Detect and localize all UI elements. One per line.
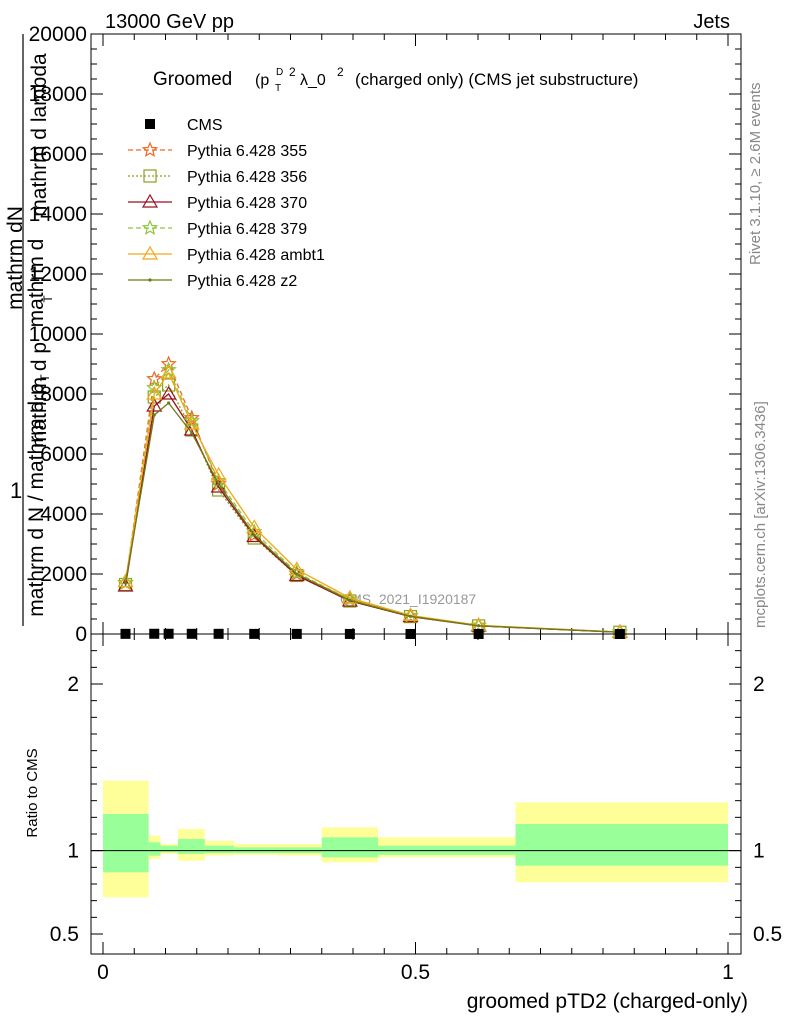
legend: CMS Pythia 6.428 355 Pythia 6.428 356 Pythi…: [128, 117, 325, 290]
main-y-tick-label: 20000: [29, 23, 87, 46]
ratio-y-tick-label: 0.5: [50, 923, 79, 946]
series-marker-dot: [348, 598, 352, 603]
main-y-tick-label: 18000: [29, 83, 87, 106]
series-marker-dot: [252, 533, 256, 537]
main-y-tick-label: 0: [75, 623, 87, 646]
ratio-y-tick-label-right: 0.5: [753, 923, 782, 946]
series-marker-dot: [123, 581, 128, 585]
title-formula-sub: T: [275, 83, 281, 94]
main-y-tick-label: 6000: [40, 443, 87, 466]
series-marker-triangle: [160, 385, 177, 400]
ylabel-bottom: mathrm d N / mathrm d p: [25, 383, 48, 616]
legend-cms-marker: [145, 119, 155, 129]
plot-title: Groomed (p T D 2 λ_0 2 (charged only) (C…: [153, 65, 638, 94]
ratio-y-axis: 0.5 0.5 1 1 2 2: [50, 650, 782, 946]
series-marker-triangle: [341, 589, 358, 604]
ratio-uncertainty-bands: [103, 780, 728, 898]
series-layer: [117, 355, 628, 640]
legend-label: Pythia 6.428 356: [187, 169, 307, 186]
ratio-band-inner: [321, 837, 378, 858]
x-axis: 0 0.5 1: [97, 634, 734, 984]
main-y-tick-label: 2000: [40, 563, 87, 586]
ratio-y-tick-label-right: 2: [753, 673, 765, 696]
title-prefix: Groomed: [153, 69, 232, 90]
series-marker-triangle: [210, 466, 227, 481]
legend-label: Pythia 6.428 355: [187, 143, 307, 160]
x-tick-label: 1: [722, 961, 734, 984]
mcplots-label: mcplots.cern.ch [arXiv:1306.3436]: [752, 401, 769, 628]
ratio-y-tick-label: 1: [67, 840, 79, 863]
main-y-tick-label: 16000: [29, 143, 87, 166]
title-formula-sup: D: [276, 67, 283, 78]
title-formula-exp: 2: [289, 65, 296, 79]
series-marker-star: [470, 617, 487, 633]
series-marker-triangle: [146, 385, 163, 400]
ylabel-one: 1: [10, 478, 22, 503]
legend-label: Pythia 6.428 379: [187, 221, 307, 238]
series-marker-dot: [477, 624, 481, 628]
series-marker-dot: [152, 413, 156, 417]
ratio-band-inner: [204, 845, 235, 854]
series-marker-dot: [148, 278, 152, 282]
series-marker-dot: [190, 431, 194, 435]
title-formula-exp2: 2: [337, 65, 344, 79]
header-energy: 13000 GeV pp: [105, 11, 234, 33]
series-marker-triangle: [246, 519, 263, 534]
title-formula: (p: [255, 72, 269, 89]
ylabel-mid1-sub: T: [41, 295, 55, 303]
series-marker-triangle: [141, 193, 159, 208]
legend-label: Pythia 6.428 370: [187, 195, 307, 212]
ratio-band-inner: [160, 845, 178, 853]
series-marker-star: [141, 219, 159, 235]
ratio-y-tick-label-right: 1: [753, 840, 765, 863]
ratio-band-inner: [103, 814, 149, 873]
legend-label: Pythia 6.428 z2: [187, 273, 297, 290]
rivet-label: Rivet 3.1.10, ≥ 2.6M events: [747, 83, 764, 266]
series-marker-dot: [167, 401, 171, 405]
main-y-tick-label: 10000: [29, 323, 87, 346]
ratio-y-label: Ratio to CMS: [24, 748, 41, 837]
ratio-band-inner: [178, 839, 205, 854]
x-tick-label: 0.5: [401, 961, 430, 984]
series-marker-dot: [295, 572, 299, 576]
series-marker-triangle: [402, 607, 419, 622]
ratio-band-inner: [515, 824, 728, 866]
series-marker-triangle: [141, 245, 159, 260]
series-marker-star: [141, 141, 159, 157]
ylabel-top: mathrm dN: [4, 206, 27, 310]
ylabel-mid1: mathrm d p: [28, 342, 51, 448]
ratio-y-tick-label: 2: [67, 673, 79, 696]
series-marker-triangle: [183, 415, 200, 430]
main-y-tick-label: 12000: [29, 263, 87, 286]
main-y-tick-label: 8000: [40, 383, 87, 406]
title-formula-rest: λ_0: [300, 72, 326, 89]
legend-cms-label: CMS: [187, 117, 223, 134]
main-y-label: mathrm dN mathrm d p T mathrm d lambda 1…: [4, 34, 55, 626]
ylabel-bottom-sub: T: [38, 374, 52, 382]
series-marker-square: [143, 169, 157, 183]
main-y-tick-label: 14000: [29, 203, 87, 226]
x-axis-label: groomed pTD2 (charged-only): [467, 990, 748, 1013]
series-marker-dot: [217, 482, 221, 486]
main-y-tick-label: 4000: [40, 503, 87, 526]
series-marker-triangle: [117, 573, 134, 588]
legend-label: Pythia 6.428 ambt1: [187, 247, 325, 264]
ylabel-mid2: mathrm d lambda: [28, 53, 51, 217]
series-marker-triangle: [160, 364, 177, 379]
ratio-band-inner: [148, 842, 161, 856]
series-line: [124, 371, 620, 633]
ratio-panel-frame: [90, 633, 742, 955]
title-suffix: (charged only) (CMS jet substructure): [355, 70, 638, 89]
watermark: CMS_2021_I1920187: [340, 591, 476, 607]
series-marker-triangle: [146, 397, 163, 412]
ylabel-bottom-rest: mathrm d: [25, 239, 48, 328]
header-jets: Jets: [693, 11, 730, 33]
series-marker-dot: [408, 614, 413, 618]
x-tick-label: 0: [97, 961, 109, 984]
main-y-axis: 0 2000 4000 6000 8000 10000 12000 14000 16000 180…: [29, 23, 741, 646]
